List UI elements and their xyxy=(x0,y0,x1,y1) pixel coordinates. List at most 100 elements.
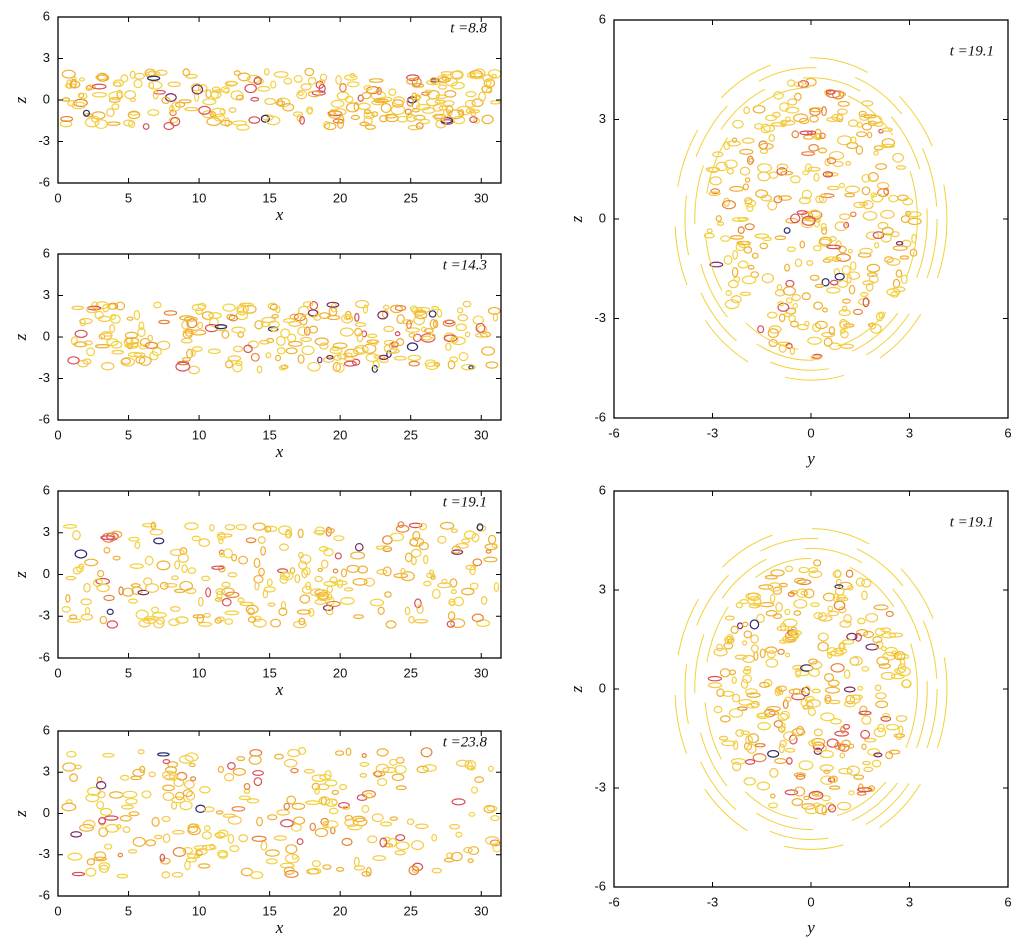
contour-line xyxy=(871,193,884,203)
contour-line xyxy=(857,617,866,625)
contour-line xyxy=(487,306,501,315)
contour-line xyxy=(224,117,230,128)
contour-line xyxy=(178,315,195,321)
contour-line xyxy=(873,150,879,156)
contour-line xyxy=(782,286,796,296)
contour-line xyxy=(392,96,405,106)
contour-line xyxy=(129,70,136,79)
contour-line xyxy=(98,817,107,825)
contour-line xyxy=(336,866,345,872)
contour-line xyxy=(901,679,912,689)
contour-line xyxy=(859,201,869,207)
contour-line xyxy=(94,344,110,349)
contour-line xyxy=(450,618,466,629)
contour-line xyxy=(455,759,470,767)
contour-line xyxy=(861,186,871,196)
contour-line xyxy=(91,83,107,90)
contour-line xyxy=(224,360,234,369)
contour-line xyxy=(423,328,434,334)
contour-line xyxy=(388,837,398,848)
contour-line xyxy=(301,345,315,356)
contour-line xyxy=(337,801,350,809)
contour-line xyxy=(305,800,321,805)
contour-line xyxy=(224,610,240,616)
contour-line xyxy=(246,798,260,804)
contour-line xyxy=(730,235,744,240)
contour-line xyxy=(323,580,337,587)
contour-line xyxy=(270,327,280,332)
contour-line xyxy=(741,640,748,646)
contour-line xyxy=(220,119,233,127)
contour-line xyxy=(829,699,841,705)
contour-line xyxy=(250,871,264,880)
contour-line xyxy=(198,84,208,93)
contour-line xyxy=(123,119,134,127)
contour-line xyxy=(284,870,299,878)
contour-line xyxy=(147,109,160,116)
contour-line xyxy=(176,360,190,366)
contour-line xyxy=(870,192,878,198)
contour-line xyxy=(395,834,406,842)
contour-line xyxy=(488,765,494,772)
contour-line xyxy=(340,597,355,605)
y-axis-label: z xyxy=(567,215,586,223)
contour-line xyxy=(174,101,186,108)
contour-line xyxy=(287,748,301,758)
contour-line xyxy=(760,123,771,134)
contour-line xyxy=(371,111,379,118)
contour-line xyxy=(456,307,464,314)
contour-line xyxy=(757,325,765,334)
contour-line xyxy=(311,90,326,96)
y-tick-label: 3 xyxy=(599,581,606,596)
contour-line xyxy=(745,688,758,695)
contour-line xyxy=(359,121,370,127)
y-tick-label: -3 xyxy=(594,779,606,794)
contour-line xyxy=(307,90,321,98)
contour-line xyxy=(318,796,331,806)
contour-ring xyxy=(694,77,928,361)
contour-line xyxy=(184,522,199,531)
contour-line xyxy=(380,103,392,114)
contour-line xyxy=(151,612,167,619)
x-axis-label: x xyxy=(275,680,284,699)
contour-line xyxy=(448,598,456,606)
contour-line xyxy=(270,618,281,628)
contour-line xyxy=(320,559,329,569)
contour-line xyxy=(354,312,360,322)
contour-line xyxy=(408,865,420,876)
contour-line xyxy=(792,688,801,695)
contour-line xyxy=(116,873,129,879)
contour-line xyxy=(254,581,260,591)
contour-line xyxy=(299,594,311,604)
contour-line xyxy=(813,612,823,620)
contour-line xyxy=(829,279,839,286)
contour-line xyxy=(186,348,194,359)
contour-line xyxy=(896,653,910,660)
contour-line xyxy=(872,635,883,644)
contour-line xyxy=(396,314,405,325)
contour-line xyxy=(346,564,360,573)
contour-ring xyxy=(704,87,918,351)
contour-line xyxy=(832,160,844,168)
contour-line xyxy=(219,552,226,558)
contour-line xyxy=(343,587,354,592)
contour-line xyxy=(744,197,753,205)
contour-line xyxy=(453,115,466,125)
contour-line xyxy=(817,632,829,642)
y-tick-label: 0 xyxy=(43,566,50,581)
contour-line xyxy=(95,781,107,790)
contour-line xyxy=(297,91,304,96)
contour-line xyxy=(124,90,137,100)
x-tick-label: 6 xyxy=(1004,894,1011,909)
contour-line xyxy=(706,228,713,234)
contour-line xyxy=(236,304,250,314)
contour-line xyxy=(395,785,407,791)
contour-line xyxy=(786,79,796,87)
contour-line xyxy=(826,647,838,656)
contour-texture xyxy=(61,521,500,629)
contour-line xyxy=(737,216,749,222)
contour-line xyxy=(335,362,345,373)
contour-line xyxy=(108,97,121,103)
contour-line xyxy=(288,340,303,347)
contour-line xyxy=(156,617,166,625)
